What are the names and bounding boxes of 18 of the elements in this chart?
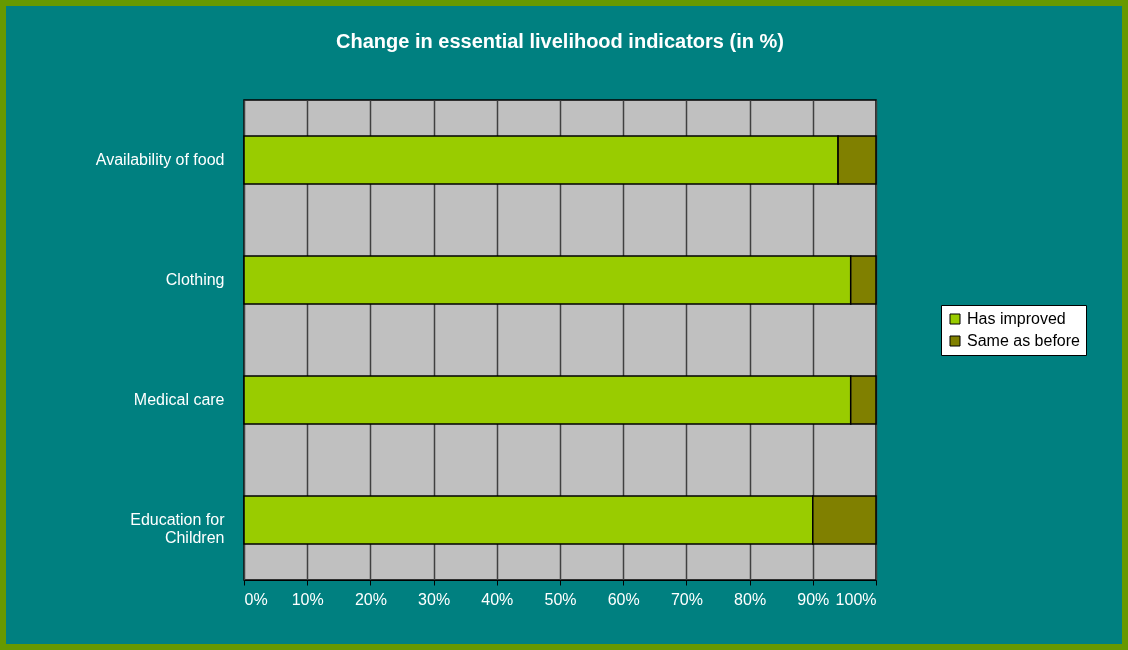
legend-label: Has improved xyxy=(967,310,1066,327)
y-tick-label: Education for Children xyxy=(130,511,226,546)
x-tick-label: 40% xyxy=(481,590,514,608)
x-tick-label: 20% xyxy=(354,590,387,608)
y-tick-label: Clothing xyxy=(165,271,225,288)
x-tick-label: 90% xyxy=(797,590,830,608)
x-tick-label: 0% xyxy=(244,590,268,608)
y-tick-label: Medical care xyxy=(133,391,225,408)
x-tick-label: 10% xyxy=(291,590,324,608)
x-tick-label: 30% xyxy=(418,590,451,608)
x-tick-label: 80% xyxy=(734,590,767,608)
x-tick-label: 100% xyxy=(835,590,877,608)
y-tick-label: Availability of food xyxy=(95,151,225,168)
x-tick-label: 50% xyxy=(544,590,577,608)
legend-label: Same as before xyxy=(967,332,1081,349)
x-tick-label: 70% xyxy=(670,590,703,608)
chart-title: Change in essential livelihood indicators (in %) xyxy=(336,30,784,52)
x-tick-label: 60% xyxy=(607,590,640,608)
